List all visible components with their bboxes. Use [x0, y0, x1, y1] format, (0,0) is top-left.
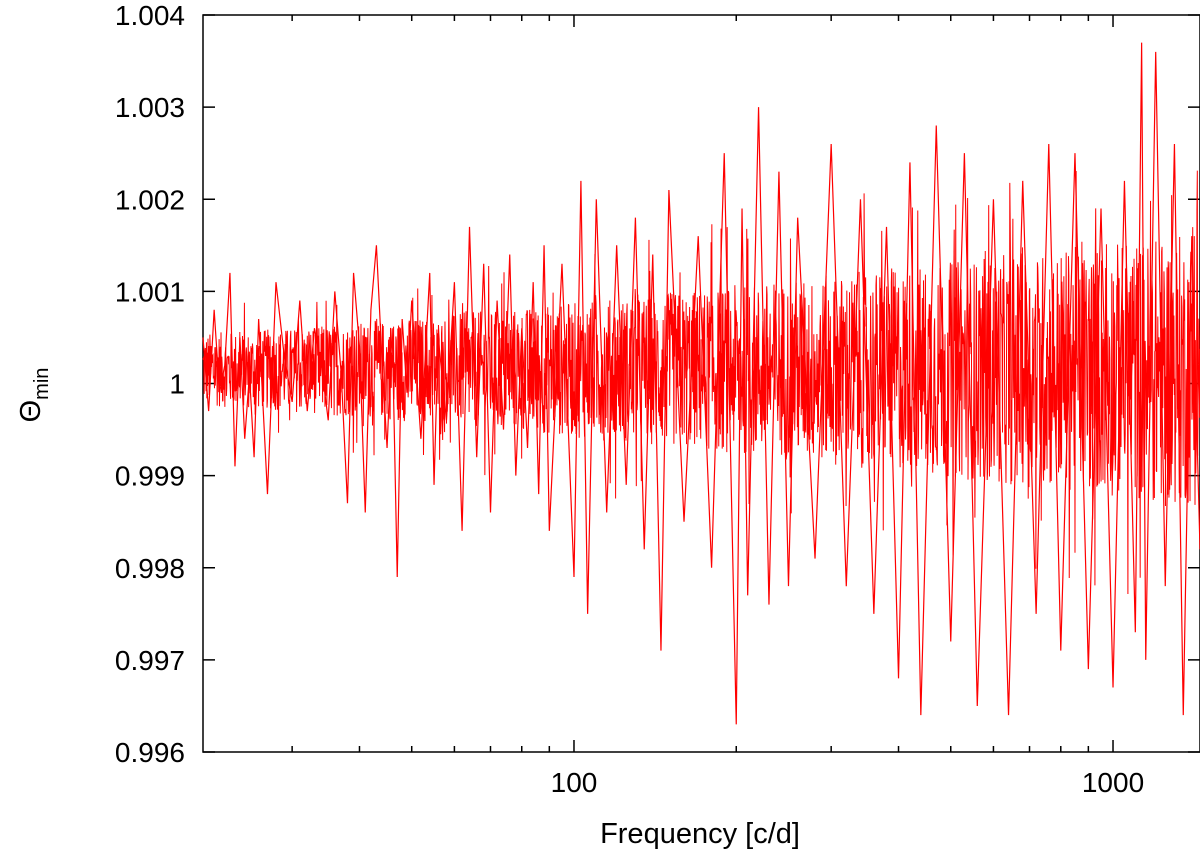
x-tick-label: 1000	[1082, 767, 1144, 798]
y-tick-label: 1.003	[115, 92, 185, 123]
x-axis-ticks: 100 1000	[291, 15, 1144, 798]
x-tick-label: 100	[551, 767, 598, 798]
series-line	[202, 42, 1200, 725]
y-axis-title: Θmin	[15, 368, 53, 423]
y-axis-title-sub: min	[31, 368, 53, 400]
series-layer	[202, 42, 1200, 725]
y-tick-label: 0.999	[115, 461, 185, 492]
y-tick-label: 1	[169, 369, 185, 400]
y-tick-label: 0.996	[115, 737, 185, 768]
y-axis-title-main: Θ	[15, 400, 47, 423]
y-tick-label: 1.002	[115, 184, 185, 215]
y-tick-label: 0.998	[115, 553, 185, 584]
y-tick-label: 1.004	[115, 0, 185, 31]
x-axis-title: Frequency [c/d]	[600, 818, 800, 850]
y-tick-label: 1.001	[115, 276, 185, 307]
y-tick-label: 0.997	[115, 645, 185, 676]
y-axis-ticks: 0.996 0.997 0.998 0.999 1 1.001 1.002 1.003 1.00…	[115, 0, 1200, 768]
